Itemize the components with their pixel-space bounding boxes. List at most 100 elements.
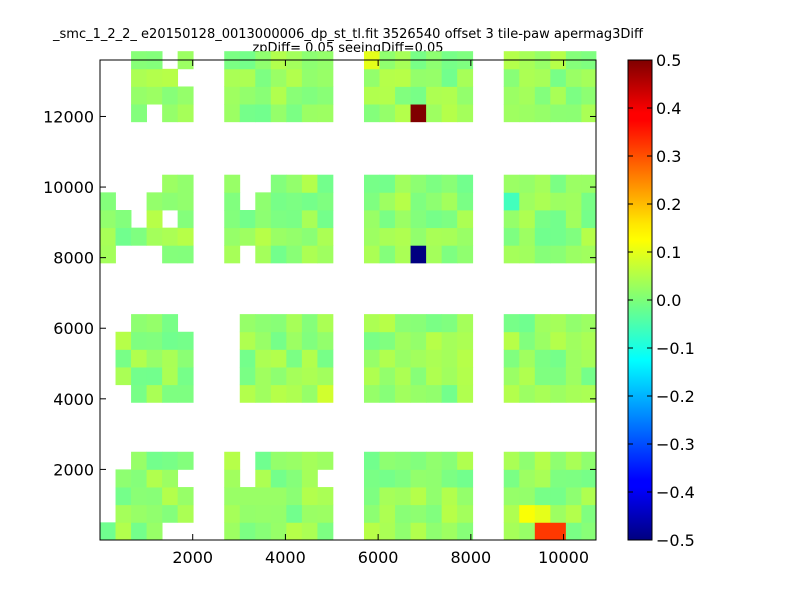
heatmap-cell xyxy=(177,104,194,123)
heatmap-cell xyxy=(224,451,241,470)
heatmap-cell xyxy=(162,192,179,211)
heatmap-cell xyxy=(457,367,474,386)
heatmap-cell xyxy=(270,522,287,541)
heatmap-cell xyxy=(286,384,303,403)
heatmap-cell xyxy=(581,245,597,264)
heatmap-cell xyxy=(224,245,241,264)
heatmap-cell xyxy=(550,86,567,105)
heatmap-cell xyxy=(565,192,582,211)
heatmap-cell xyxy=(239,522,256,541)
heatmap-cell xyxy=(534,451,551,470)
heatmap-cell xyxy=(286,451,303,470)
heatmap-cell xyxy=(317,451,334,470)
heatmap-cell xyxy=(426,192,443,211)
heatmap-cell xyxy=(363,487,380,506)
heatmap-cell xyxy=(457,314,474,333)
heatmap-cell xyxy=(503,469,520,488)
heatmap-cell xyxy=(100,192,116,211)
heatmap-cell xyxy=(519,68,536,87)
heatmap-cell xyxy=(410,192,427,211)
heatmap-cell xyxy=(255,522,272,541)
heatmap-cell xyxy=(410,104,427,123)
heatmap-cell xyxy=(270,469,287,488)
heatmap-cell xyxy=(457,451,474,470)
heatmap-cell xyxy=(534,314,551,333)
y-tick-label: 10000 xyxy=(43,178,94,197)
heatmap-cell xyxy=(395,349,411,368)
heatmap-cell xyxy=(379,349,396,368)
heatmap-cell xyxy=(363,104,380,123)
y-axis: 2000 4000 6000 8000 10000 12000 xyxy=(43,107,596,479)
heatmap-cell xyxy=(457,504,474,523)
heatmap-cell xyxy=(565,504,582,523)
heatmap-cell xyxy=(255,469,272,488)
heatmap-cell xyxy=(441,68,458,87)
heatmap-cell xyxy=(239,86,256,105)
heatmap-cell xyxy=(565,210,582,229)
heatmap-cell xyxy=(550,487,567,506)
x-tick-label: 6000 xyxy=(358,548,399,567)
heatmap-cell xyxy=(426,504,443,523)
heatmap-cell xyxy=(255,349,272,368)
heatmap-cell xyxy=(177,349,194,368)
heatmap-cell xyxy=(239,367,256,386)
heatmap-cell xyxy=(177,487,194,506)
plot-frame xyxy=(99,59,597,541)
heatmap-cell xyxy=(239,504,256,523)
heatmap-cell xyxy=(379,504,396,523)
heatmap-cell xyxy=(379,384,396,403)
heatmap-cell xyxy=(270,451,287,470)
heatmap-cell xyxy=(503,68,520,87)
heatmap-cell xyxy=(363,174,380,193)
heatmap-cell xyxy=(224,192,241,211)
heatmap-cell xyxy=(410,522,427,541)
heatmap-cell xyxy=(146,469,163,488)
heatmap-cell xyxy=(301,192,318,211)
heatmap-cell xyxy=(239,227,256,246)
x-tick-label: 4000 xyxy=(265,548,306,567)
heatmap-cell xyxy=(581,227,597,246)
heatmap-cell xyxy=(177,192,194,211)
heatmap-cell xyxy=(565,469,582,488)
heatmap-cell xyxy=(395,68,411,87)
heatmap-cell xyxy=(224,504,241,523)
heatmap-cell xyxy=(503,349,520,368)
heatmap-cell xyxy=(503,86,520,105)
heatmap-cell xyxy=(395,384,411,403)
heatmap-cell xyxy=(457,331,474,350)
heatmap-cell xyxy=(162,469,179,488)
heatmap-cell xyxy=(457,349,474,368)
heatmap-cell xyxy=(239,384,256,403)
heatmap-cell xyxy=(239,314,256,333)
heatmap-cell xyxy=(146,451,163,470)
heatmap-cell xyxy=(426,349,443,368)
heatmap-cell xyxy=(519,504,536,523)
heatmap-cell xyxy=(550,384,567,403)
heatmap-cell xyxy=(581,451,597,470)
heatmap-cell xyxy=(239,487,256,506)
heatmap-cell xyxy=(286,349,303,368)
heatmap-cell xyxy=(100,210,116,229)
heatmap-cell xyxy=(131,367,147,386)
heatmap-cell xyxy=(286,469,303,488)
heatmap-cell xyxy=(286,86,303,105)
heatmap-cell xyxy=(317,504,334,523)
colorbar-tick-label: −0.4 xyxy=(656,483,695,502)
heatmap-cell xyxy=(534,504,551,523)
heatmap-cell xyxy=(363,451,380,470)
heatmap-cell xyxy=(177,331,194,350)
heatmap-cell xyxy=(379,68,396,87)
heatmap-cell xyxy=(301,227,318,246)
heatmap-cell xyxy=(255,384,272,403)
heatmap-cell xyxy=(426,210,443,229)
heatmap-cell xyxy=(441,367,458,386)
heatmap-cell xyxy=(224,522,241,541)
heatmap-cell xyxy=(534,487,551,506)
heatmap-cell xyxy=(581,192,597,211)
heatmap-cell xyxy=(457,469,474,488)
heatmap-cell xyxy=(519,86,536,105)
heatmap-cell xyxy=(239,331,256,350)
heatmap-cell xyxy=(519,522,536,541)
heatmap-cell xyxy=(565,384,582,403)
heatmap-cell xyxy=(534,104,551,123)
